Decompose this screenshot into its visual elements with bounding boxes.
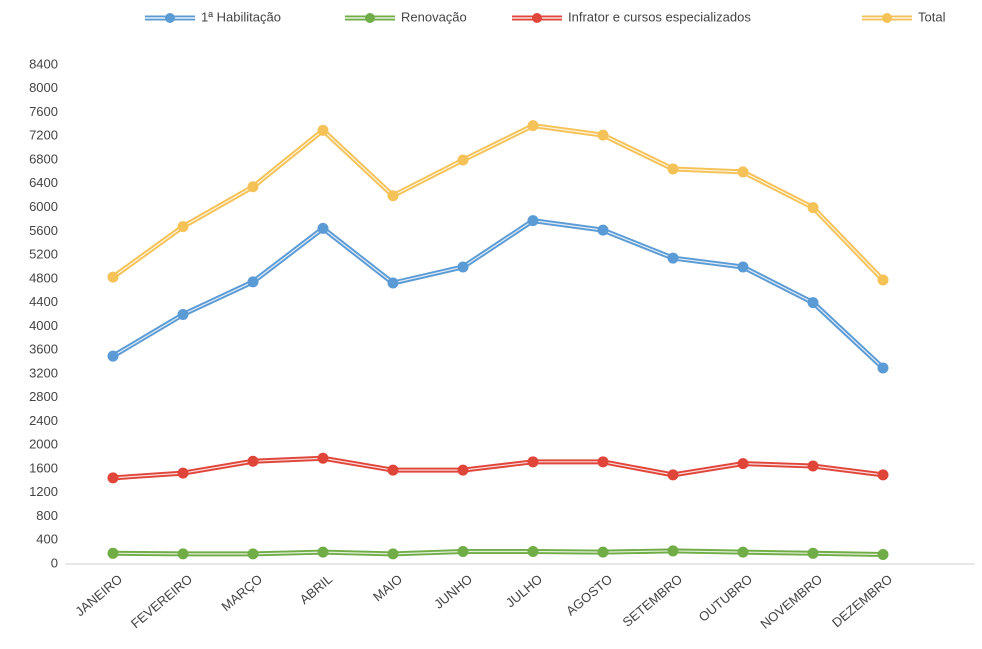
data-point	[877, 362, 889, 374]
y-tick-label: 8000	[29, 80, 58, 95]
y-tick-label: 5600	[29, 223, 58, 238]
data-point	[877, 548, 889, 560]
legend-marker	[365, 13, 375, 23]
y-tick-label: 4400	[29, 294, 58, 309]
y-tick-label: 400	[36, 532, 58, 547]
data-point	[737, 166, 749, 178]
y-tick-label: 1200	[29, 484, 58, 499]
series-line-highlight	[112, 220, 884, 369]
data-point	[177, 467, 189, 479]
data-point	[667, 163, 679, 175]
legend-label: Total	[918, 9, 946, 24]
y-tick-label: 6400	[29, 175, 58, 190]
data-point	[527, 456, 539, 468]
data-point	[807, 460, 819, 472]
y-tick-label: 5200	[29, 247, 58, 262]
series-line-highlight	[112, 457, 884, 479]
data-point	[317, 124, 329, 136]
series-line-highlight	[112, 550, 884, 556]
data-point	[177, 548, 189, 560]
y-tick-label: 2400	[29, 413, 58, 428]
data-point	[667, 469, 679, 481]
data-point	[877, 469, 889, 481]
data-point	[177, 309, 189, 320]
data-point	[667, 252, 679, 264]
y-tick-label: 2000	[29, 437, 58, 452]
data-point	[737, 458, 749, 470]
legend-label: Infrator e cursos especializados	[568, 9, 751, 24]
data-point	[387, 277, 399, 289]
series-line-highlight	[112, 124, 884, 281]
data-point	[807, 297, 819, 309]
data-point	[597, 129, 609, 141]
data-point	[527, 546, 539, 558]
data-point	[527, 215, 539, 227]
data-point	[247, 455, 259, 467]
y-tick-label: 800	[36, 508, 58, 523]
data-point	[387, 190, 399, 202]
data-point	[247, 181, 259, 193]
data-point	[317, 546, 329, 558]
y-tick-label: 6800	[29, 151, 58, 166]
data-point	[457, 261, 469, 273]
data-point	[317, 452, 329, 464]
data-point	[107, 271, 119, 283]
data-point	[597, 546, 609, 558]
data-point	[457, 154, 469, 166]
data-point	[107, 350, 119, 362]
y-tick-label: 3600	[29, 342, 58, 357]
data-point	[387, 464, 399, 476]
data-point	[527, 120, 539, 132]
legend-label: Renovação	[401, 9, 467, 24]
y-tick-label: 1600	[29, 460, 58, 475]
data-point	[247, 276, 259, 288]
y-tick-label: 4800	[29, 270, 58, 285]
y-tick-label: 0	[51, 555, 58, 570]
legend-marker	[532, 13, 542, 23]
legend-label: 1ª Habilitação	[201, 9, 281, 24]
data-point	[247, 548, 259, 560]
y-tick-label: 6000	[29, 199, 58, 214]
y-tick-label: 7600	[29, 104, 58, 119]
data-point	[597, 456, 609, 468]
data-point	[387, 548, 399, 560]
y-tick-label: 4000	[29, 318, 58, 333]
data-point	[177, 221, 189, 233]
legend-marker	[165, 13, 175, 23]
data-point	[457, 464, 469, 476]
data-point	[807, 547, 819, 559]
data-point	[877, 274, 889, 286]
y-tick-label: 3200	[29, 365, 58, 380]
data-point	[457, 546, 469, 558]
data-point	[107, 547, 119, 559]
y-tick-label: 8400	[29, 56, 58, 71]
y-tick-label: 7200	[29, 128, 58, 143]
data-point	[737, 261, 749, 273]
data-point	[107, 472, 119, 484]
legend-marker	[882, 13, 892, 23]
data-point	[597, 224, 609, 236]
data-point	[807, 202, 819, 214]
y-tick-label: 2800	[29, 389, 58, 404]
data-point	[667, 545, 679, 557]
data-point	[317, 222, 329, 234]
data-point	[737, 546, 749, 558]
